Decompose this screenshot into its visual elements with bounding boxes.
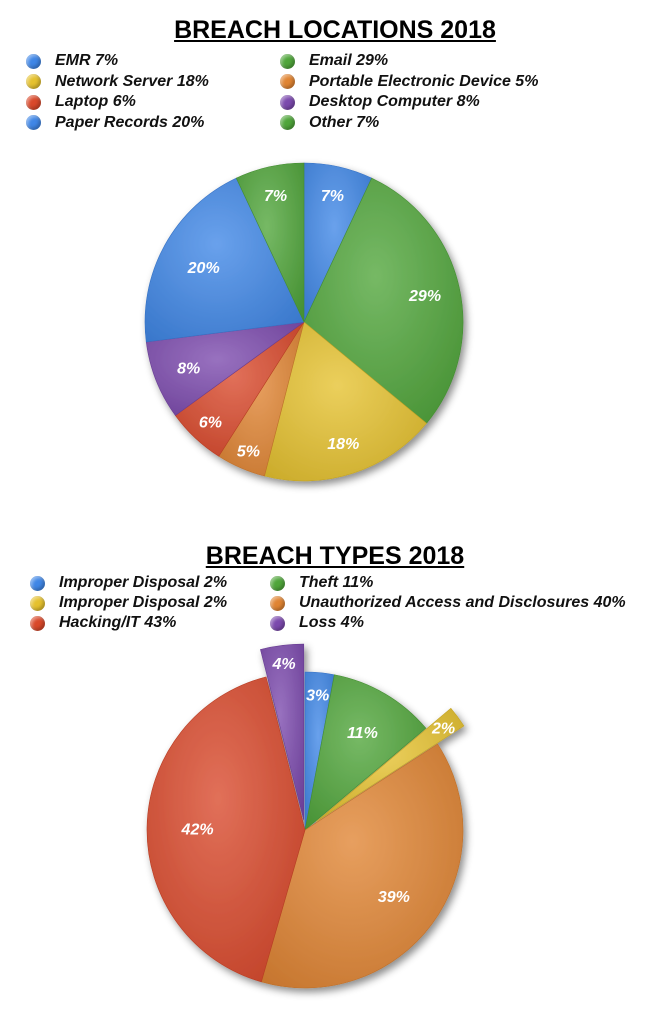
- legend-label: EMR 7%: [55, 52, 119, 69]
- legend-swatch: [30, 575, 45, 591]
- legend-label: Improper Disposal 2%: [59, 594, 228, 611]
- slice-label: 2%: [431, 720, 455, 737]
- slice-label: 3%: [306, 688, 329, 705]
- slice-label: 4%: [272, 656, 296, 673]
- slice-label: 6%: [199, 415, 222, 432]
- legend-swatch: [270, 595, 285, 611]
- legend-swatch: [26, 74, 41, 89]
- pie-slice: [144, 177, 305, 343]
- legend-item: Theft 11%: [270, 574, 373, 592]
- legend-label: Desktop Computer 8%: [309, 93, 480, 110]
- legend-swatch: [270, 575, 285, 591]
- slice-label: 39%: [378, 889, 410, 906]
- pie-slice: [304, 674, 427, 831]
- legend-swatch: [30, 615, 45, 631]
- legend-swatch: [26, 53, 41, 69]
- pie-slice: [264, 321, 427, 482]
- legend-label: Network Server 18%: [55, 72, 209, 90]
- slice-label: 20%: [187, 260, 220, 277]
- legend-label: Paper Records 20%: [55, 113, 205, 131]
- legend-label: Hacking/IT 43%: [59, 614, 177, 631]
- pie-slice: [316, 707, 465, 822]
- legend-swatch: [30, 595, 45, 611]
- legend-swatch: [270, 615, 285, 631]
- legend-label: Unauthorized Access and Disclosures 40%: [299, 594, 626, 611]
- legend-label: Laptop 6%: [55, 93, 136, 110]
- legend-swatch: [280, 53, 295, 69]
- legend-item: Laptop 6%: [26, 93, 136, 111]
- pie-chart-breach-types: 3% 11% 2% 39% 42% 4%: [146, 643, 465, 989]
- pie-slice: [260, 643, 305, 821]
- slice-label: 7%: [264, 188, 287, 205]
- slice-label: 42%: [181, 821, 214, 838]
- legend-swatch: [26, 115, 41, 130]
- pie-slices: [144, 162, 464, 482]
- legend-label: Improper Disposal 2%: [59, 574, 228, 591]
- pie-slice: [146, 676, 306, 983]
- slice-label: 8%: [177, 361, 200, 378]
- legend-swatch: [280, 74, 295, 89]
- legend-item: Loss 4%: [270, 614, 364, 632]
- chart-title-breach-types: BREACH TYPES 2018: [205, 542, 465, 570]
- slice-label: 11%: [347, 725, 378, 742]
- slice-label: 29%: [408, 288, 441, 305]
- legend-item: Network Server 18%: [26, 73, 209, 91]
- slice-label: 7%: [321, 188, 344, 205]
- legend-swatch: [280, 115, 295, 130]
- slice-label: 18%: [327, 436, 359, 453]
- legend-item: EMR 7%: [26, 52, 118, 70]
- legend-label: Other 7%: [309, 113, 380, 131]
- legend-item: Email 29%: [280, 52, 388, 70]
- chart-title-breach-locations: BREACH LOCATIONS 2018: [174, 16, 496, 44]
- legend-item: Portable Electronic Device 5%: [280, 73, 538, 91]
- legend-label: Theft 11%: [299, 574, 374, 591]
- legend-label: Loss 4%: [299, 614, 364, 631]
- slice-label: 5%: [237, 443, 260, 460]
- legend-item: Improper Disposal 2%: [30, 574, 227, 592]
- legend-item: Unauthorized Access and Disclosures 40%: [270, 594, 626, 612]
- slice-labels: 3% 11% 2% 39% 42% 4%: [181, 656, 456, 906]
- legend-label: Portable Electronic Device 5%: [309, 72, 539, 90]
- legend-label: Email 29%: [309, 52, 389, 69]
- pie-slice: [260, 743, 464, 989]
- legend-item: Other 7%: [280, 114, 379, 132]
- legend-item: Desktop Computer 8%: [280, 93, 480, 111]
- pie-slices: [146, 643, 465, 989]
- pie-chart-breach-locations: 7% 29% 18% 5% 6% 8% 20% 7%: [144, 162, 464, 482]
- legend-item: Improper Disposal 2%: [30, 594, 227, 612]
- legend-item: Paper Records 20%: [26, 114, 204, 132]
- pie-slice: [303, 177, 464, 424]
- legend-swatch: [280, 94, 295, 110]
- legend-swatch: [26, 94, 41, 110]
- pie-slice: [235, 162, 305, 323]
- slice-labels: 7% 29% 18% 5% 6% 8% 20% 7%: [177, 188, 441, 461]
- legend-item: Hacking/IT 43%: [30, 614, 176, 632]
